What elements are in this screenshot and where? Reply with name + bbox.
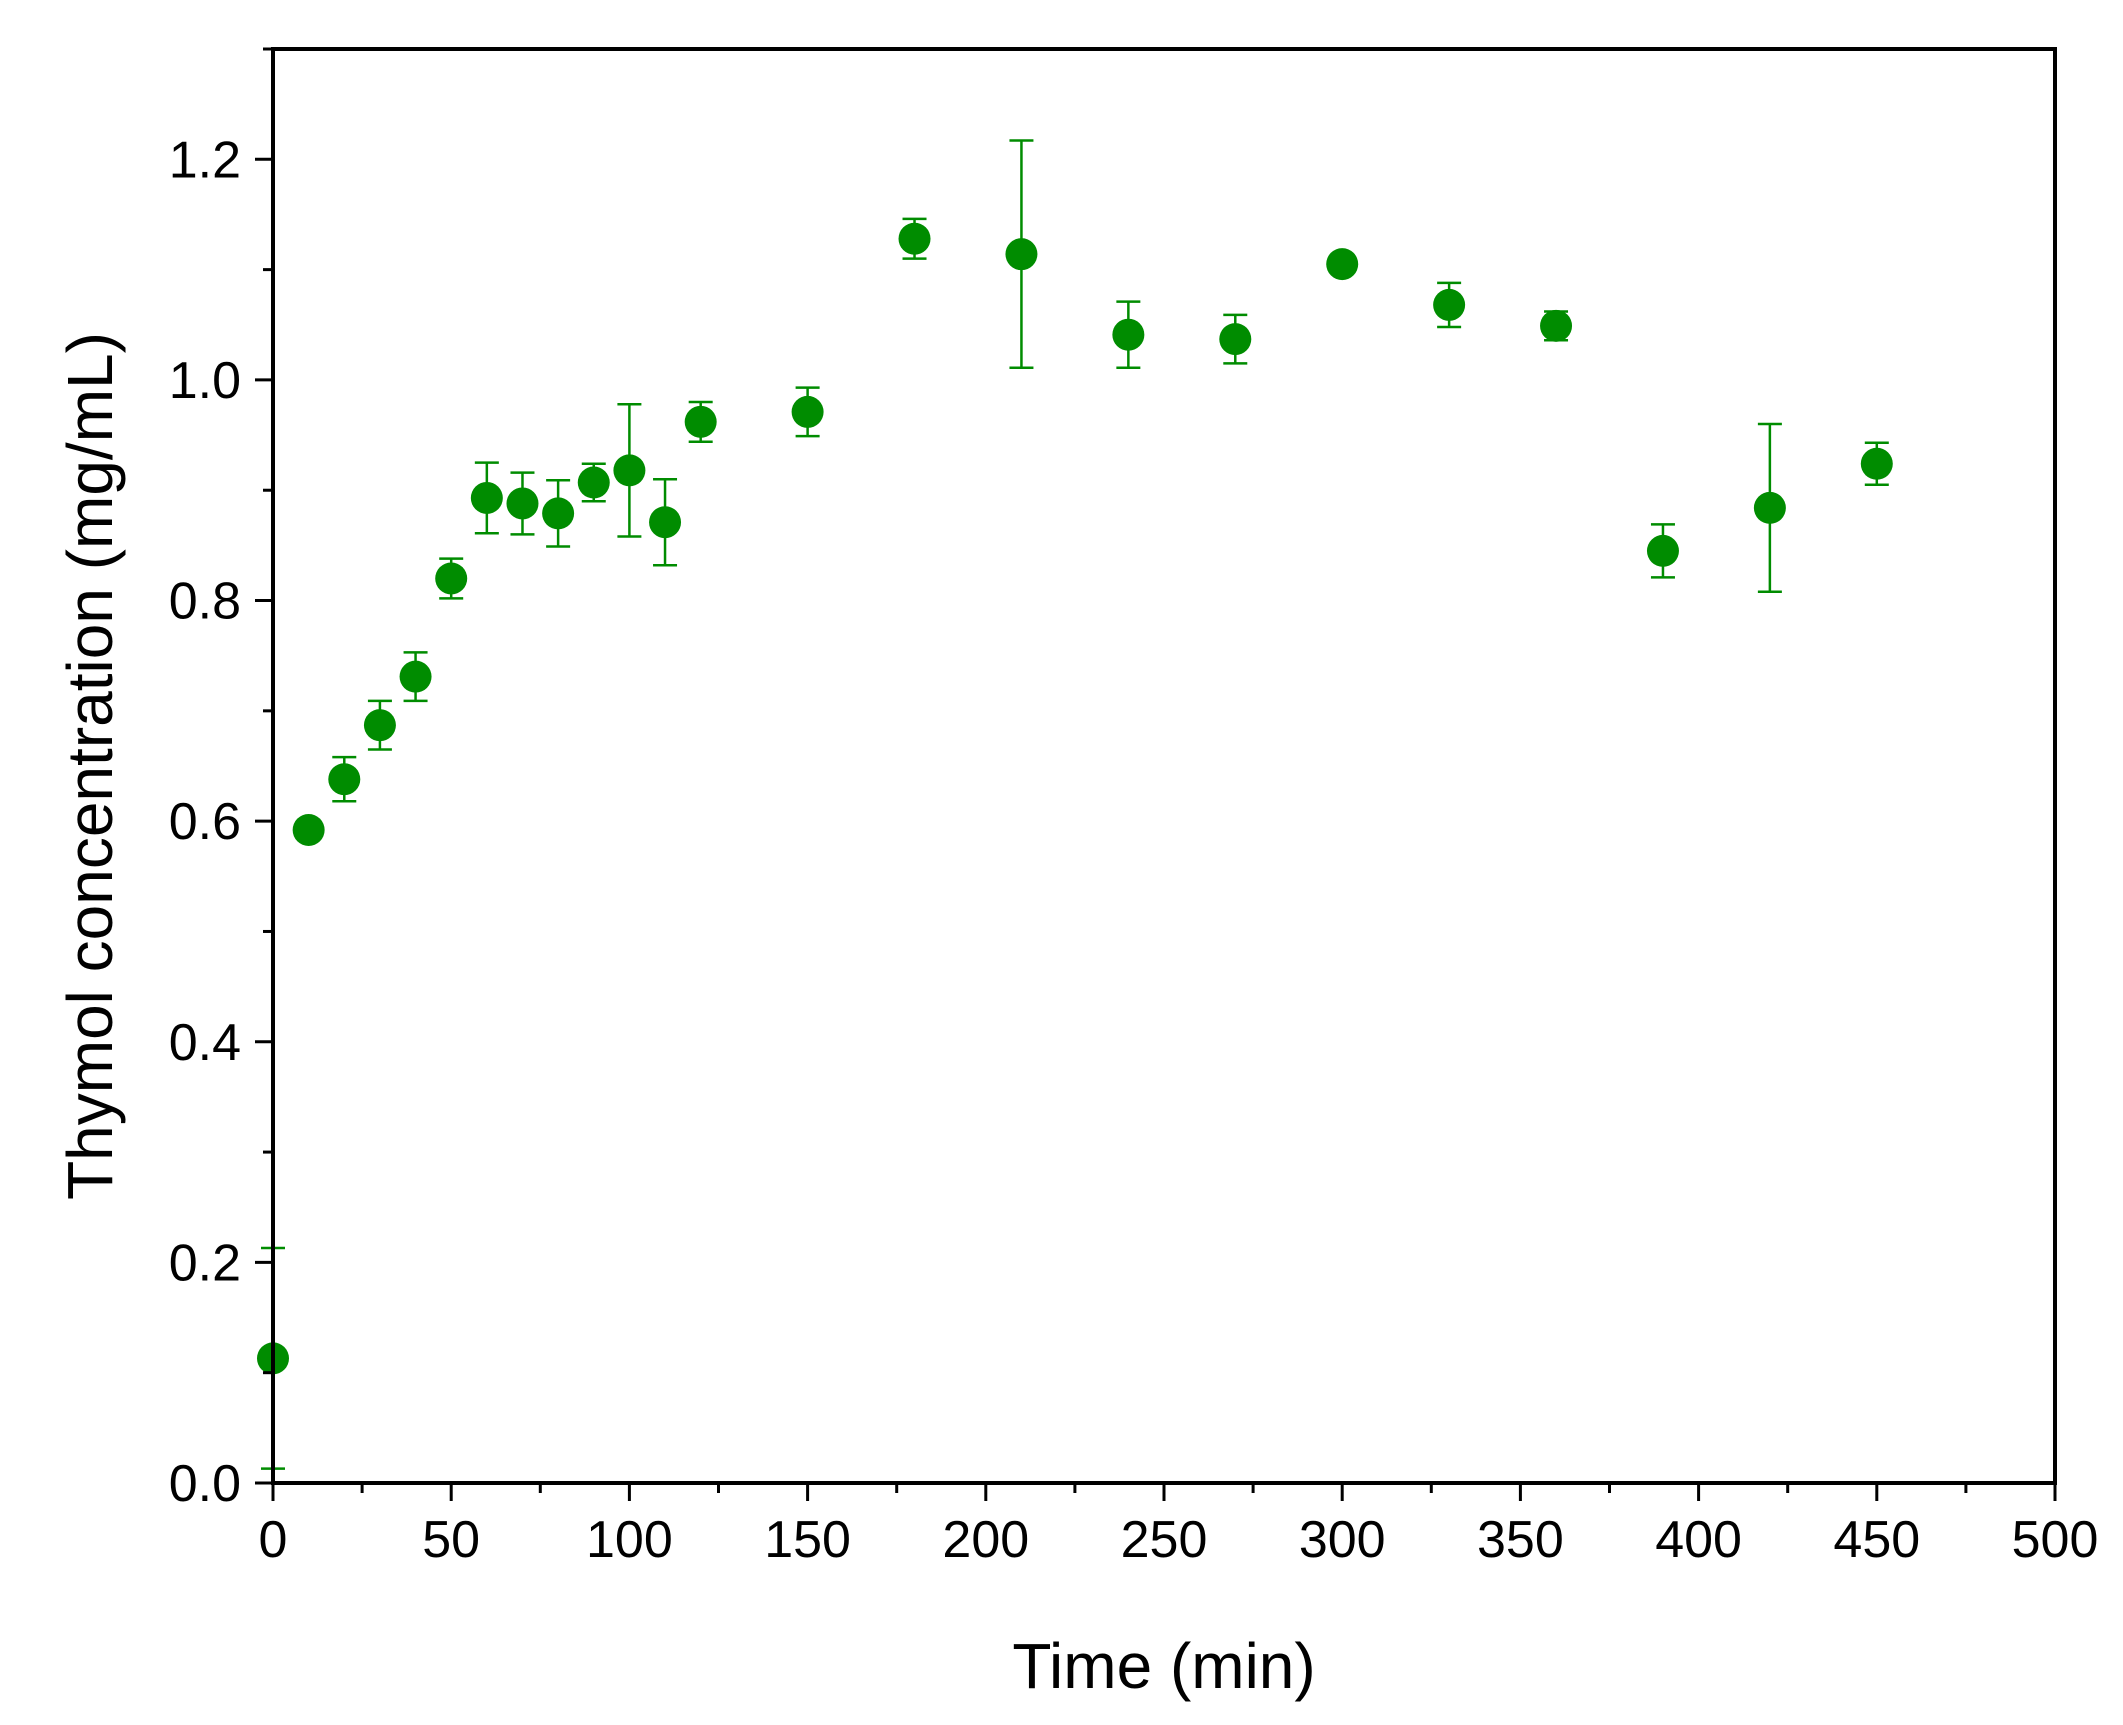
y-tick-label: 0.0 <box>169 1455 241 1513</box>
x-tick-label: 50 <box>422 1511 480 1569</box>
data-point <box>1860 447 1893 480</box>
x-tick-label: 150 <box>764 1511 851 1569</box>
y-axis-title: Thymol concentration (mg/mL) <box>54 332 126 1200</box>
x-axis-title: Time (min) <box>1012 1630 1315 1702</box>
data-point <box>613 454 646 487</box>
data-point <box>1326 248 1359 281</box>
x-tick-label: 100 <box>586 1511 673 1569</box>
x-tick-label: 400 <box>1655 1511 1742 1569</box>
data-point <box>649 506 682 539</box>
y-tick-label: 0.8 <box>169 573 241 631</box>
data-point <box>292 813 325 846</box>
data-point <box>1219 323 1252 356</box>
y-tick-label: 0.2 <box>169 1234 241 1292</box>
data-point <box>1646 534 1679 567</box>
data-point <box>435 562 468 595</box>
x-tick-label: 350 <box>1477 1511 1564 1569</box>
data-point <box>791 395 824 428</box>
x-tick-label: 200 <box>942 1511 1029 1569</box>
x-axis-ticks: 0 50 100 150 200 250 300 350 400 450 500 <box>259 1483 2099 1569</box>
y-tick-label: 0.4 <box>169 1014 241 1072</box>
data-point <box>399 660 432 693</box>
y-tick-label: 1.0 <box>169 352 241 410</box>
data-point <box>898 222 931 255</box>
data-point <box>1112 318 1145 351</box>
data-point <box>1005 238 1038 271</box>
x-tick-label: 300 <box>1299 1511 1386 1569</box>
error-bars <box>261 139 1889 1470</box>
data-markers <box>257 222 1893 1375</box>
y-axis-ticks: 0.0 0.2 0.4 0.6 0.8 1.0 1.2 <box>169 47 273 1513</box>
plot-frame <box>271 47 2057 1485</box>
x-tick-label: 0 <box>259 1511 288 1569</box>
data-point <box>684 405 717 438</box>
data-point <box>1433 288 1466 321</box>
data-point <box>542 497 575 530</box>
data-point <box>1540 309 1573 342</box>
data-point <box>363 709 396 742</box>
data-point <box>577 466 610 499</box>
x-tick-label: 250 <box>1121 1511 1208 1569</box>
x-tick-label: 450 <box>1833 1511 1920 1569</box>
data-point <box>506 487 539 520</box>
y-tick-label: 0.6 <box>169 793 241 851</box>
y-tick-label: 1.2 <box>169 131 241 189</box>
x-tick-label: 500 <box>2012 1511 2099 1569</box>
data-point <box>470 481 503 514</box>
data-point <box>1753 491 1786 524</box>
data-point <box>328 763 361 796</box>
